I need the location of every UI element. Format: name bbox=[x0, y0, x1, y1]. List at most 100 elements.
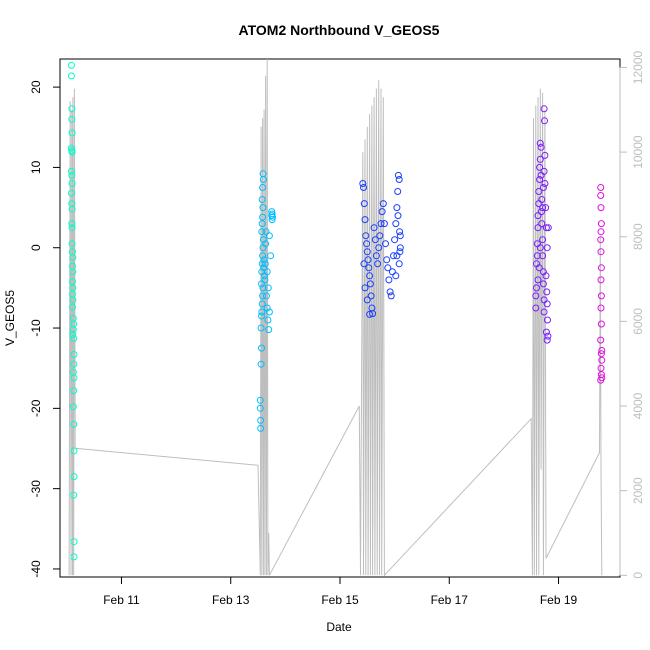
data-point bbox=[70, 538, 78, 546]
data-point bbox=[363, 296, 371, 304]
x-tick-label: Feb 15 bbox=[321, 593, 359, 607]
data-point bbox=[374, 260, 382, 268]
data-point bbox=[361, 216, 369, 224]
data-point bbox=[259, 292, 267, 300]
data-point bbox=[262, 240, 270, 248]
data-point bbox=[258, 196, 266, 203]
y2-tick-label: 0 bbox=[631, 572, 645, 579]
data-point bbox=[265, 232, 273, 240]
data-point bbox=[367, 292, 375, 300]
y2-tick-label: 12000 bbox=[631, 50, 645, 84]
data-point bbox=[388, 268, 396, 276]
data-point bbox=[597, 204, 605, 212]
data-point bbox=[534, 212, 542, 220]
data-point bbox=[70, 387, 78, 395]
data-point bbox=[259, 213, 267, 221]
data-point bbox=[542, 204, 550, 212]
altitude-line bbox=[68, 58, 603, 577]
data-point bbox=[533, 252, 541, 260]
data-point bbox=[597, 376, 605, 384]
data-point bbox=[597, 320, 605, 328]
data-point bbox=[68, 180, 76, 187]
data-point bbox=[534, 224, 542, 232]
data-point bbox=[67, 72, 75, 80]
data-point bbox=[376, 232, 384, 240]
data-point bbox=[394, 188, 402, 195]
data-point bbox=[597, 304, 605, 312]
data-point bbox=[537, 143, 545, 151]
data-point bbox=[257, 360, 265, 368]
data-point bbox=[538, 196, 546, 203]
y2-tick-label: 6000 bbox=[631, 308, 645, 335]
data-point bbox=[259, 184, 267, 191]
data-point bbox=[377, 220, 385, 228]
data-point bbox=[70, 491, 78, 499]
data-point bbox=[382, 240, 389, 248]
data-point bbox=[363, 240, 371, 248]
data-point bbox=[544, 316, 551, 324]
y2-tick-label: 4000 bbox=[631, 392, 645, 419]
data-point bbox=[69, 268, 77, 276]
data-point bbox=[387, 292, 395, 300]
data-point bbox=[544, 224, 552, 232]
data-point bbox=[597, 336, 605, 344]
data-point bbox=[540, 105, 548, 113]
data-point bbox=[544, 332, 552, 340]
data-point bbox=[366, 280, 374, 288]
data-point bbox=[370, 224, 378, 232]
y-axis-left: 20 10 0 -10 -20 -30 -40 bbox=[29, 80, 61, 578]
y-tick-label: -40 bbox=[29, 560, 43, 578]
data-point bbox=[532, 292, 540, 300]
x-axis: Feb 11 Feb 13 Feb 15 Feb 17 Feb 19 bbox=[103, 576, 578, 607]
data-point bbox=[364, 256, 372, 264]
data-point bbox=[69, 326, 77, 334]
data-point bbox=[262, 228, 270, 236]
data-point bbox=[394, 212, 402, 220]
data-point bbox=[366, 272, 374, 280]
data-point bbox=[394, 171, 402, 179]
y-axis-label: V_GEOS5 bbox=[3, 290, 17, 346]
data-point bbox=[538, 208, 545, 216]
data-point bbox=[597, 192, 605, 199]
chart-title: ATOM2 Northbound V_GEOS5 bbox=[239, 22, 440, 38]
data-point bbox=[258, 312, 265, 320]
data-point bbox=[258, 260, 266, 268]
data-point bbox=[536, 244, 544, 252]
data-point bbox=[67, 167, 75, 175]
y-tick-label: -10 bbox=[29, 319, 43, 337]
data-point bbox=[258, 228, 266, 236]
x-tick-label: Feb 13 bbox=[212, 593, 250, 607]
data-point bbox=[69, 303, 76, 311]
data-point bbox=[385, 276, 393, 284]
data-point bbox=[69, 296, 77, 304]
data-point bbox=[69, 403, 77, 411]
data-point bbox=[543, 244, 551, 252]
y-tick-label: -30 bbox=[29, 480, 43, 498]
data-point bbox=[257, 424, 265, 432]
data-point bbox=[70, 447, 78, 455]
data-point bbox=[70, 351, 78, 358]
data-point bbox=[263, 268, 271, 276]
data-point bbox=[369, 310, 377, 318]
x-axis-label: Date bbox=[326, 620, 352, 634]
data-point bbox=[262, 292, 270, 300]
data-point bbox=[380, 220, 388, 228]
data-point bbox=[384, 264, 392, 272]
y-tick-label: 10 bbox=[29, 160, 43, 174]
y2-tick-label: 2000 bbox=[631, 477, 645, 504]
data-point bbox=[68, 115, 76, 123]
data-point bbox=[67, 61, 75, 69]
data-point bbox=[67, 189, 75, 197]
data-point bbox=[539, 280, 547, 288]
data-point bbox=[259, 284, 267, 292]
data-point bbox=[375, 244, 383, 252]
data-point bbox=[542, 328, 550, 336]
y2-tick-label: 10000 bbox=[631, 135, 645, 169]
data-point bbox=[598, 347, 606, 354]
data-point bbox=[68, 220, 76, 228]
data-point bbox=[268, 212, 276, 220]
data-point bbox=[378, 208, 386, 216]
data-point bbox=[371, 236, 379, 244]
data-point bbox=[536, 139, 544, 147]
